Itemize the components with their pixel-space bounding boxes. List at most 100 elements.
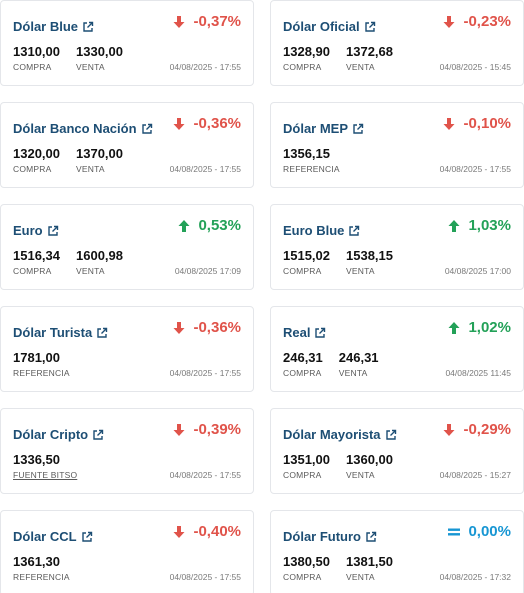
quote-title[interactable]: Real — [283, 325, 311, 340]
change-indicator: -0,29% — [442, 421, 511, 438]
timestamp: 04/08/2025 - 17:55 — [439, 164, 511, 174]
quote-title-link[interactable]: Euro Blue — [283, 223, 360, 238]
value-label: VENTA — [76, 62, 105, 72]
quote-values: 1310,00 COMPRA 1330,00 VENTA — [13, 44, 139, 73]
value-label: VENTA — [346, 470, 375, 480]
quote-value: 1538,15 VENTA — [346, 248, 393, 277]
change-indicator: 1,03% — [447, 217, 511, 234]
value-number: 1538,15 — [346, 248, 393, 263]
quote-values: 1328,90 COMPRA 1372,68 VENTA — [283, 44, 409, 73]
quote-card: Dólar Oficial -0,23% 1328,90 COMPRA 1372,68 V… — [270, 0, 524, 86]
quote-title-link[interactable]: Dólar MEP — [283, 121, 364, 136]
value-number: 1320,00 — [13, 146, 60, 161]
arrow-up-icon — [448, 321, 460, 334]
quote-title-link[interactable]: Dólar Banco Nación — [13, 121, 153, 136]
quote-title-link[interactable]: Dólar Turista — [13, 325, 108, 340]
external-link-icon[interactable] — [92, 429, 104, 441]
quote-value: 1380,50 COMPRA — [283, 554, 330, 583]
quote-values: 1351,00 COMPRA 1360,00 VENTA — [283, 452, 409, 481]
external-link-icon[interactable] — [81, 531, 93, 543]
quote-title-link[interactable]: Dólar Oficial — [283, 19, 376, 34]
quote-title[interactable]: Dólar Futuro — [283, 529, 361, 544]
value-label: VENTA — [346, 266, 375, 276]
change-indicator: 0,00% — [447, 523, 511, 540]
quote-value: 1516,34 COMPRA — [13, 248, 60, 277]
quote-title-link[interactable]: Real — [283, 325, 326, 340]
quote-values: 1320,00 COMPRA 1370,00 VENTA — [13, 146, 139, 175]
change-indicator: -0,39% — [172, 421, 241, 438]
change-indicator: 1,02% — [447, 319, 511, 336]
quote-title-link[interactable]: Dólar CCL — [13, 529, 93, 544]
value-number: 1356,15 — [283, 146, 330, 161]
quote-title[interactable]: Euro — [13, 223, 43, 238]
external-link-icon[interactable] — [385, 429, 397, 441]
source-link[interactable]: FUENTE BITSO — [13, 470, 78, 480]
quote-value: 1320,00 COMPRA — [13, 146, 60, 175]
timestamp: 04/08/2025 - 17:55 — [169, 572, 241, 582]
value-label: REFERENCIA — [13, 572, 70, 582]
value-number: 1372,68 — [346, 44, 393, 59]
value-label: COMPRA — [283, 62, 322, 72]
quote-value: 1361,30 REFERENCIA — [13, 554, 70, 583]
arrow-down-icon — [443, 15, 455, 28]
value-label: COMPRA — [283, 368, 322, 378]
quote-title-link[interactable]: Dólar Cripto — [13, 427, 104, 442]
arrow-down-icon — [443, 117, 455, 130]
quote-title[interactable]: Euro Blue — [283, 223, 345, 238]
value-label: REFERENCIA — [13, 368, 70, 378]
quote-values: 1336,50 FUENTE BITSO — [13, 452, 93, 481]
quote-value: 1372,68 VENTA — [346, 44, 393, 73]
change-indicator: -0,36% — [172, 319, 241, 336]
quote-card: Real 1,02% 246,31 COMPRA 246,31 VENTA 04/08/20… — [270, 306, 524, 392]
quote-values: 1515,02 COMPRA 1538,15 VENTA — [283, 248, 409, 277]
value-number: 1381,50 — [346, 554, 393, 569]
quote-title-link[interactable]: Euro — [13, 223, 59, 238]
change-percent: -0,23% — [463, 13, 511, 30]
arrow-down-icon — [173, 15, 185, 28]
quote-title[interactable]: Dólar Blue — [13, 19, 79, 34]
value-label: VENTA — [338, 368, 368, 378]
external-link-icon[interactable] — [314, 327, 326, 339]
quote-value: 1370,00 VENTA — [76, 146, 123, 175]
value-number: 1360,00 — [346, 452, 393, 467]
quote-title[interactable]: Dólar Banco Nación — [13, 121, 137, 136]
quote-title[interactable]: Dólar Turista — [13, 325, 93, 340]
arrow-down-icon — [173, 423, 185, 436]
timestamp: 04/08/2025 - 17:55 — [169, 164, 241, 174]
arrow-up-icon — [448, 219, 460, 232]
value-number: 1361,30 — [13, 554, 60, 569]
quote-title-link[interactable]: Dólar Blue — [13, 19, 94, 34]
quote-title[interactable]: Dólar Mayorista — [283, 427, 381, 442]
quote-card: Dólar Turista -0,36% 1781,00 REFERENCIA 04/0… — [0, 306, 254, 392]
change-percent: 1,03% — [468, 217, 511, 234]
external-link-icon[interactable] — [364, 21, 376, 33]
external-link-icon[interactable] — [365, 531, 377, 543]
change-indicator: 0,53% — [177, 217, 241, 234]
change-indicator: -0,40% — [172, 523, 241, 540]
timestamp: 04/08/2025 - 17:55 — [169, 470, 241, 480]
external-link-icon[interactable] — [348, 225, 360, 237]
quote-title-link[interactable]: Dólar Futuro — [283, 529, 377, 544]
external-link-icon[interactable] — [47, 225, 59, 237]
quote-title[interactable]: Dólar Oficial — [283, 19, 360, 34]
value-number: 246,31 — [338, 350, 379, 365]
external-link-icon[interactable] — [96, 327, 108, 339]
quote-title[interactable]: Dólar CCL — [13, 529, 77, 544]
change-percent: -0,29% — [463, 421, 511, 438]
external-link-icon[interactable] — [141, 123, 153, 135]
quote-values: 1781,00 REFERENCIA — [13, 350, 86, 379]
change-percent: -0,40% — [193, 523, 241, 540]
timestamp: 04/08/2025 - 15:27 — [439, 470, 511, 480]
quote-card: Dólar CCL -0,40% 1361,30 REFERENCIA 04/08/20… — [0, 510, 254, 593]
value-number: 1351,00 — [283, 452, 330, 467]
quote-title[interactable]: Dólar MEP — [283, 121, 349, 136]
arrow-down-icon — [443, 423, 455, 436]
value-label: REFERENCIA — [283, 164, 340, 174]
value-label: VENTA — [76, 164, 105, 174]
quote-value: 1600,98 VENTA — [76, 248, 123, 277]
value-label: COMPRA — [283, 572, 322, 582]
external-link-icon[interactable] — [82, 21, 94, 33]
quote-title-link[interactable]: Dólar Mayorista — [283, 427, 397, 442]
quote-title[interactable]: Dólar Cripto — [13, 427, 89, 442]
external-link-icon[interactable] — [352, 123, 364, 135]
